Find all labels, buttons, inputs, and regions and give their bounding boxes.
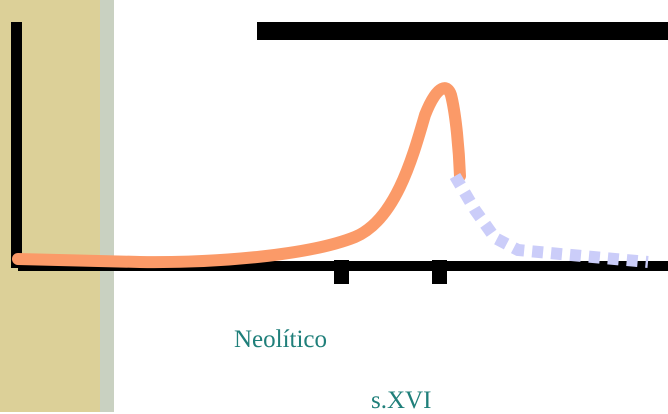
label-neolitico: Neolítico	[234, 326, 328, 353]
side-strip	[100, 0, 114, 412]
label-sxvi: s.XVI	[371, 387, 432, 414]
solid-curve	[12, 82, 466, 269]
tick-neolitico	[334, 260, 349, 284]
dotted-curve	[449, 172, 649, 268]
top-bar	[257, 22, 668, 40]
tick-sxvi	[432, 260, 447, 284]
vertical-axis	[11, 22, 22, 268]
